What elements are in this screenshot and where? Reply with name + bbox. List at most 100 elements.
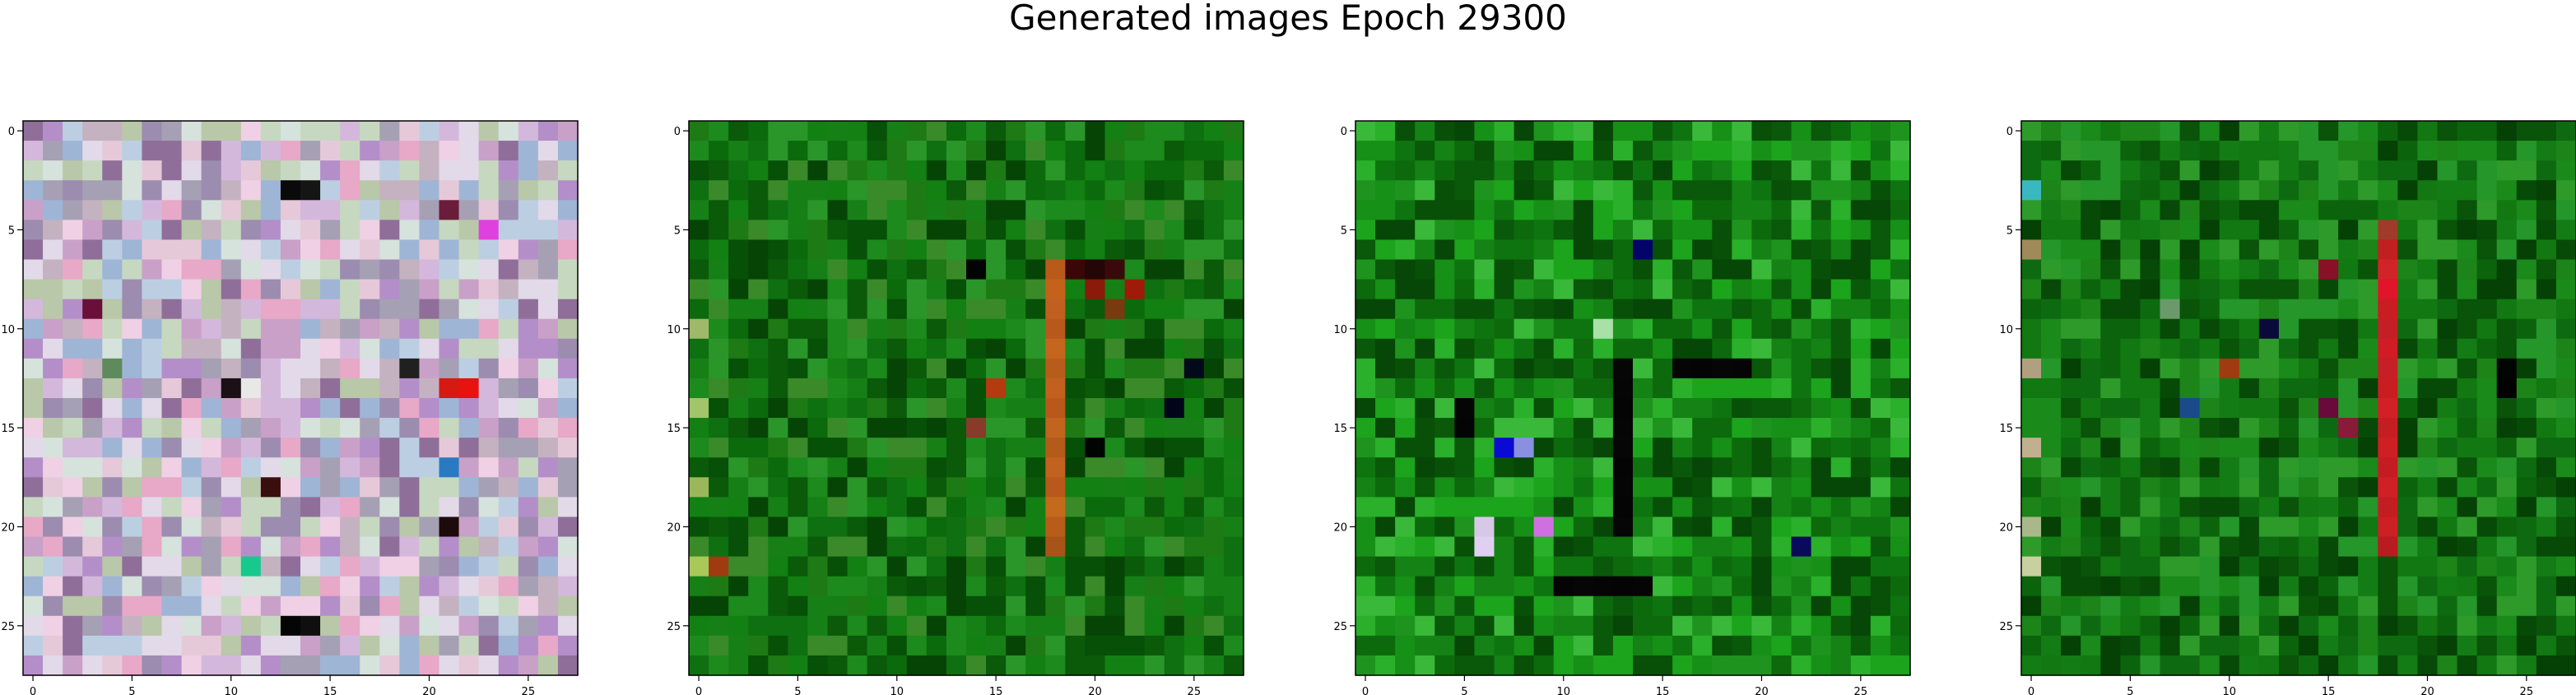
pixel-cell (2120, 220, 2141, 241)
pixel-cell (2496, 536, 2518, 558)
pixel-cell (2081, 200, 2101, 220)
pixel-cell (122, 358, 143, 379)
pixel-cell (2299, 160, 2319, 181)
pixel-cell (1751, 299, 1773, 320)
pixel-cell (122, 200, 143, 220)
pixel-cell (1085, 318, 1106, 340)
pixel-cell (1653, 497, 1673, 518)
pixel-cell (1434, 615, 1455, 637)
pixel-cell (537, 615, 559, 637)
pixel-cell (1692, 477, 1713, 498)
pixel-cell (1612, 220, 1634, 241)
pixel-cell (1183, 556, 1205, 577)
pixel-cell (788, 378, 809, 399)
pixel-cell (728, 239, 749, 261)
pixel-cell (1573, 358, 1594, 379)
pixel-cell (2258, 457, 2280, 478)
pixel-cell (1104, 556, 1126, 577)
pixel-cell (1811, 160, 1832, 181)
pixel-cell (1553, 418, 1574, 438)
pixel-cell (1593, 121, 1614, 141)
pixel-cell (1183, 497, 1205, 518)
pixel-cell (2140, 338, 2161, 359)
pixel-cell (1474, 141, 1495, 161)
pixel-cell (1124, 239, 1146, 261)
pixel-cell (2516, 595, 2537, 617)
pixel-cell (1006, 141, 1026, 161)
pixel-cell (748, 517, 769, 538)
pixel-cell (498, 239, 519, 261)
pixel-cell (1144, 477, 1165, 498)
pixel-cell (1791, 358, 1812, 379)
pixel-cell (2536, 358, 2557, 379)
pixel-cell (986, 418, 1007, 438)
pixel-cell (1395, 635, 1416, 656)
pixel-cell (1104, 259, 1126, 280)
pixel-cell (768, 517, 788, 538)
pixel-cell (1164, 398, 1185, 419)
pixel-cell (2199, 438, 2220, 458)
pixel-cell (320, 318, 341, 340)
pixel-cell (142, 279, 163, 300)
pixel-cell (1124, 497, 1146, 518)
pixel-cell (1633, 318, 1653, 340)
pixel-cell (1085, 358, 1106, 379)
pixel-cell (2100, 576, 2121, 597)
pixel-cell (201, 141, 222, 161)
pixel-cell (1124, 180, 1146, 201)
pixel-cell (1573, 655, 1594, 676)
pixel-cell (1415, 536, 1435, 558)
pixel-cell (1144, 121, 1165, 141)
pixel-cell (1553, 200, 1574, 220)
pixel-cell (2536, 457, 2557, 478)
pixel-cell (946, 180, 967, 201)
pixel-cell (280, 160, 301, 181)
pixel-cell (2417, 556, 2439, 577)
pixel-cell (1811, 358, 1832, 379)
pixel-cell (1183, 438, 1205, 458)
pixel-cell (1065, 398, 1086, 419)
pixel-cell (161, 497, 183, 518)
pixel-cell (1494, 318, 1515, 340)
pixel-cell (926, 279, 947, 300)
pixel-cell (709, 497, 729, 518)
pixel-cell (1830, 358, 1852, 379)
pixel-cell (2179, 517, 2201, 538)
pixel-cell (2496, 438, 2518, 458)
pixel-cell (1811, 378, 1832, 399)
pixel-cell (280, 655, 301, 676)
pixel-cell (1355, 556, 1376, 577)
pixel-cell (2041, 259, 2062, 280)
pixel-cell (1514, 121, 1535, 141)
pixel-cell (1830, 160, 1852, 181)
pixel-cell (2179, 655, 2201, 676)
pixel-cell (1434, 398, 1455, 419)
pixel-cell (1850, 358, 1872, 379)
pixel-cell (886, 180, 908, 201)
pixel-cell (1375, 160, 1396, 181)
pixel-cell (102, 477, 123, 498)
pixel-cell (1223, 180, 1244, 201)
pixel-cell (1612, 279, 1634, 300)
pixel-cell (1830, 655, 1852, 676)
pixel-cell (379, 141, 400, 161)
pixel-cell (1045, 457, 1066, 478)
pixel-cell (122, 556, 143, 577)
pixel-cell (946, 318, 967, 340)
pixel-cell (926, 655, 947, 676)
pixel-cell (2358, 259, 2378, 280)
pixel-cell (2199, 121, 2220, 141)
pixel-cell (1612, 457, 1634, 478)
pixel-cell (82, 497, 103, 518)
pixel-cell (886, 121, 908, 141)
pixel-cell (260, 358, 281, 379)
pixel-cell (439, 595, 460, 617)
pixel-cell (1006, 160, 1026, 181)
pixel-cell (1045, 517, 1066, 538)
pixel-cell (886, 318, 908, 340)
pixel-cell (2536, 517, 2557, 538)
pixel-cell (728, 655, 749, 676)
pixel-cell (788, 220, 809, 241)
pixel-cell (1712, 259, 1732, 280)
pixel-cell (906, 635, 928, 656)
